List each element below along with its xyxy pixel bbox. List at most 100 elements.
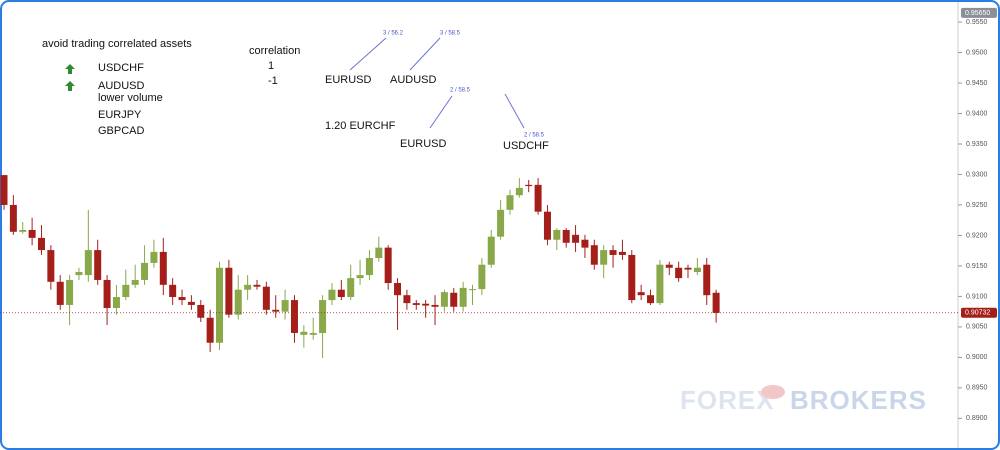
candle-body: [84, 250, 92, 276]
candle-body: [600, 250, 608, 265]
y-tick-label: 0.9350: [966, 141, 988, 148]
y-tick-label: 0.9200: [966, 232, 988, 239]
price-marker: [961, 7, 997, 18]
correlation-value: 1: [268, 60, 274, 72]
trend-line: [349, 37, 387, 71]
pair-label: USDCHF: [503, 140, 549, 152]
candle-body: [169, 284, 177, 298]
price-marker-label: 0.90732: [965, 310, 990, 317]
annotation-title: avoid trading correlated assets: [42, 38, 192, 50]
candle-body: [281, 300, 289, 312]
candle-body: [525, 184, 533, 187]
candle-body: [66, 279, 74, 305]
candle-body: [290, 300, 298, 333]
trend-line: [429, 95, 453, 129]
y-tick-label: 0.9100: [966, 293, 988, 300]
candle-body: [712, 292, 720, 313]
candle-body: [543, 211, 551, 240]
y-tick-label: 0.9000: [966, 354, 988, 361]
candle-body: [131, 279, 139, 285]
candle-body: [562, 229, 570, 243]
drawing-label: 3 / 58.5: [440, 31, 461, 37]
candle-body: [328, 289, 336, 301]
candle-body: [150, 251, 158, 263]
candle-body: [384, 247, 392, 284]
candle-body: [9, 204, 17, 232]
candle-body: [534, 184, 542, 212]
candle-body: [337, 289, 345, 298]
candle-body: [47, 250, 55, 282]
y-tick-label: 0.9150: [966, 263, 988, 270]
pair-label: 1.20 EURCHF: [325, 120, 396, 132]
asset-label: GBPCAD: [98, 125, 145, 137]
candle-body: [319, 300, 327, 333]
candle-body: [122, 284, 130, 298]
asset-label: USDCHF: [98, 62, 144, 74]
candle-body: [553, 229, 561, 240]
candle-body: [684, 267, 692, 270]
candle-body: [394, 283, 402, 296]
candle-body: [581, 239, 589, 248]
y-tick-label: 0.8900: [966, 415, 988, 422]
y-tick-label: 0.9450: [966, 80, 988, 87]
candle-body: [94, 250, 102, 280]
candle-body: [487, 236, 495, 265]
pair-label: AUDUSD: [390, 74, 437, 86]
candle-body: [628, 254, 636, 301]
pair-label: EURUSD: [325, 74, 372, 86]
correlation-header: correlation: [249, 45, 300, 57]
candle-body: [450, 292, 458, 307]
candle-body: [693, 267, 701, 273]
candle-body: [0, 175, 8, 205]
candle-body: [112, 297, 120, 308]
candle-body: [375, 247, 383, 259]
candle-body: [19, 229, 27, 232]
candle-body: [300, 331, 308, 335]
candle-body: [197, 304, 205, 318]
candle-body: [656, 264, 664, 304]
candle-body: [675, 267, 683, 279]
watermark: FOREX BROKERS: [680, 385, 927, 415]
candle-body: [703, 264, 711, 296]
y-tick-label: 0.9250: [966, 202, 988, 209]
candle-body: [37, 237, 45, 251]
candle-body: [618, 251, 626, 255]
candle-body: [572, 234, 580, 243]
y-tick-label: 0.9050: [966, 324, 988, 331]
candle-body: [206, 317, 214, 343]
candle-body: [178, 297, 186, 301]
candle-body: [647, 295, 655, 304]
up-arrow: [65, 81, 75, 91]
candle-body: [234, 289, 242, 315]
drawing-label: 3 / 56.2: [383, 31, 404, 37]
candle-body: [225, 267, 233, 315]
candle-body: [272, 309, 280, 312]
correlation-value: -1: [268, 75, 278, 87]
candle-body: [103, 279, 111, 308]
candle-body: [459, 287, 467, 307]
watermark-icon: [761, 385, 785, 399]
candle-body: [28, 229, 36, 238]
y-tick-label: 0.9400: [966, 110, 988, 117]
candle-body: [422, 303, 430, 306]
candle-body: [216, 267, 224, 343]
y-tick-label: 0.9500: [966, 49, 988, 56]
y-tick-label: 0.8950: [966, 385, 988, 392]
watermark-left: FOREX: [680, 385, 775, 415]
drawing-label: 2 / 58.5: [450, 88, 471, 94]
candle-body: [356, 275, 364, 279]
candle-body: [506, 195, 514, 210]
candle-body: [159, 251, 167, 285]
y-tick-label: 0.9550: [966, 19, 988, 26]
candle-body: [609, 250, 617, 255]
candle-body: [665, 264, 673, 268]
y-tick-label: 0.9300: [966, 171, 988, 178]
candle-body: [365, 258, 373, 276]
candle-body: [497, 209, 505, 237]
candle-body: [347, 278, 355, 298]
candle-body: [478, 264, 486, 290]
trend-lines: [349, 37, 525, 129]
candle-body: [75, 272, 83, 276]
watermark-right: BROKERS: [790, 385, 927, 415]
